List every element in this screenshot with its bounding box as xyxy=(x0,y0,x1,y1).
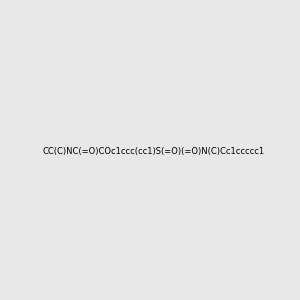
Text: CC(C)NC(=O)COc1ccc(cc1)S(=O)(=O)N(C)Cc1ccccc1: CC(C)NC(=O)COc1ccc(cc1)S(=O)(=O)N(C)Cc1c… xyxy=(43,147,265,156)
